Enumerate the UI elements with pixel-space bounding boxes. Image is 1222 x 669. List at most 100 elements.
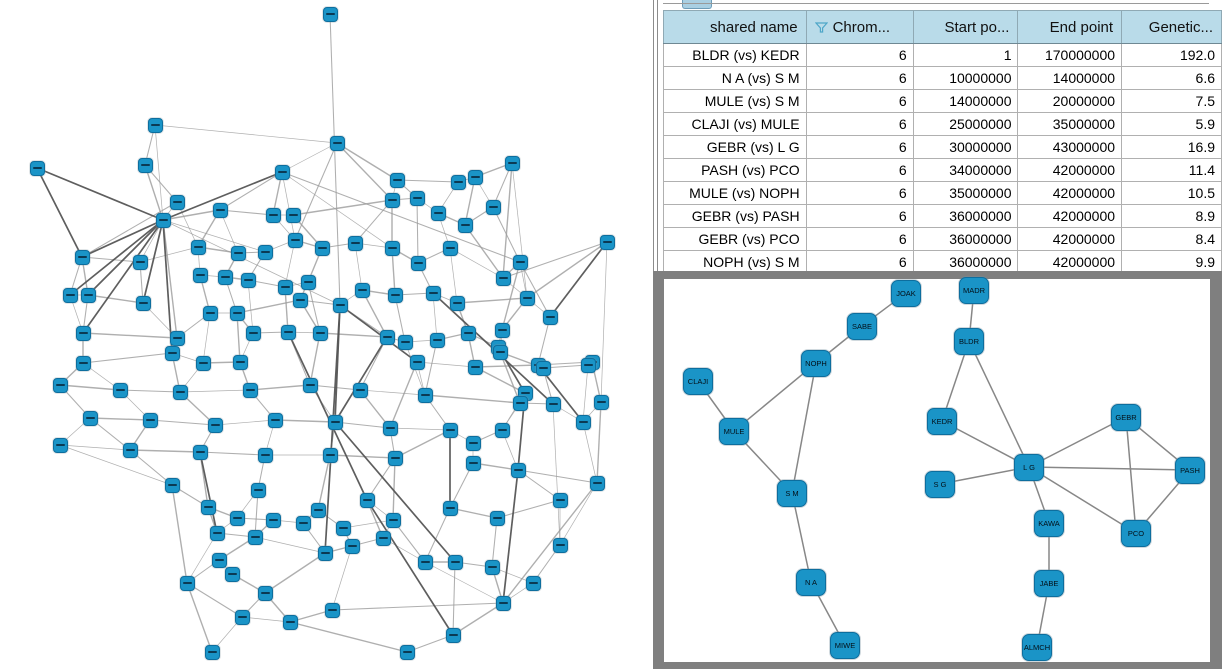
- network-node[interactable]: [169, 330, 185, 346]
- sub-network-node-sabe[interactable]: SABE: [847, 312, 877, 340]
- network-node[interactable]: [465, 455, 481, 471]
- network-node[interactable]: [257, 244, 273, 260]
- network-node[interactable]: [62, 287, 78, 303]
- network-node[interactable]: [112, 382, 128, 398]
- table-row[interactable]: NOPH (vs) S M 6 36000000 42000000 9.9: [663, 250, 1222, 274]
- network-node[interactable]: [382, 420, 398, 436]
- column-header-3[interactable]: End point: [1017, 10, 1123, 44]
- network-node[interactable]: [300, 274, 316, 290]
- network-node[interactable]: [387, 450, 403, 466]
- network-node[interactable]: [52, 437, 68, 453]
- network-node[interactable]: [457, 217, 473, 233]
- network-node[interactable]: [347, 235, 363, 251]
- network-node[interactable]: [495, 270, 511, 286]
- network-node[interactable]: [417, 554, 433, 570]
- sub-network-node-claji[interactable]: CLAJI: [683, 367, 713, 395]
- network-node[interactable]: [247, 529, 263, 545]
- network-node[interactable]: [217, 269, 233, 285]
- network-node[interactable]: [580, 357, 596, 373]
- network-node[interactable]: [593, 394, 609, 410]
- network-node[interactable]: [425, 285, 441, 301]
- network-node[interactable]: [164, 345, 180, 361]
- sub-network-node-gebr[interactable]: GEBR: [1111, 403, 1141, 431]
- sub-network-node-noph[interactable]: NOPH: [801, 349, 831, 377]
- sub-network-node-kawa[interactable]: KAWA: [1034, 509, 1064, 537]
- panel-splitter[interactable]: [653, 0, 654, 272]
- network-node[interactable]: [230, 245, 246, 261]
- network-node[interactable]: [510, 462, 526, 478]
- network-node[interactable]: [282, 614, 298, 630]
- network-node[interactable]: [322, 447, 338, 463]
- network-node[interactable]: [397, 334, 413, 350]
- network-node[interactable]: [169, 194, 185, 210]
- network-node[interactable]: [389, 172, 405, 188]
- network-node[interactable]: [375, 530, 391, 546]
- sub-network-node-pash[interactable]: PASH: [1175, 456, 1205, 484]
- network-node[interactable]: [352, 382, 368, 398]
- sub-network-node-bldr[interactable]: BLDR: [954, 327, 984, 355]
- network-node[interactable]: [409, 190, 425, 206]
- network-node[interactable]: [384, 240, 400, 256]
- network-node[interactable]: [335, 520, 351, 536]
- network-node[interactable]: [409, 354, 425, 370]
- network-node[interactable]: [512, 254, 528, 270]
- network-node[interactable]: [192, 444, 208, 460]
- network-node[interactable]: [447, 554, 463, 570]
- network-node[interactable]: [589, 475, 605, 491]
- network-node[interactable]: [460, 325, 476, 341]
- network-node[interactable]: [429, 332, 445, 348]
- network-node[interactable]: [385, 512, 401, 528]
- network-node[interactable]: [75, 325, 91, 341]
- network-node[interactable]: [155, 212, 171, 228]
- network-node[interactable]: [324, 602, 340, 618]
- network-node[interactable]: [492, 344, 508, 360]
- network-node[interactable]: [317, 545, 333, 561]
- network-node[interactable]: [285, 207, 301, 223]
- network-node[interactable]: [295, 515, 311, 531]
- network-node[interactable]: [512, 395, 528, 411]
- sub-network-node-n-a[interactable]: N A: [796, 568, 826, 596]
- table-row[interactable]: MULE (vs) NOPH 6 35000000 42000000 10.5: [663, 181, 1222, 205]
- network-node[interactable]: [257, 447, 273, 463]
- network-node[interactable]: [212, 202, 228, 218]
- network-node[interactable]: [387, 287, 403, 303]
- network-node[interactable]: [172, 384, 188, 400]
- network-node[interactable]: [229, 305, 245, 321]
- network-node[interactable]: [344, 538, 360, 554]
- network-node[interactable]: [280, 324, 296, 340]
- network-node[interactable]: [245, 325, 261, 341]
- network-node[interactable]: [467, 359, 483, 375]
- network-node[interactable]: [137, 157, 153, 173]
- network-node[interactable]: [310, 502, 326, 518]
- column-header-0[interactable]: shared name: [663, 10, 807, 44]
- network-node[interactable]: [599, 234, 615, 250]
- network-node[interactable]: [494, 422, 510, 438]
- network-node[interactable]: [200, 499, 216, 515]
- network-node[interactable]: [302, 377, 318, 393]
- column-header-4[interactable]: Genetic...: [1121, 10, 1222, 44]
- table-row[interactable]: N A (vs) S M 6 10000000 14000000 6.6: [663, 66, 1222, 90]
- network-node[interactable]: [164, 477, 180, 493]
- sub-network-node-madr[interactable]: MADR: [959, 276, 989, 304]
- network-node[interactable]: [575, 414, 591, 430]
- network-node[interactable]: [135, 295, 151, 311]
- network-node[interactable]: [224, 566, 240, 582]
- network-node[interactable]: [211, 552, 227, 568]
- network-node[interactable]: [190, 239, 206, 255]
- network-node[interactable]: [399, 644, 415, 660]
- network-node[interactable]: [74, 249, 90, 265]
- network-node[interactable]: [265, 207, 281, 223]
- network-node[interactable]: [232, 354, 248, 370]
- filter-funnel-icon[interactable]: [814, 21, 828, 33]
- network-node[interactable]: [489, 510, 505, 526]
- network-node[interactable]: [525, 575, 541, 591]
- network-node[interactable]: [494, 322, 510, 338]
- table-row[interactable]: GEBR (vs) PCO 6 36000000 42000000 8.4: [663, 227, 1222, 251]
- sub-network-node-mule[interactable]: MULE: [719, 417, 749, 445]
- network-node[interactable]: [29, 160, 45, 176]
- network-node[interactable]: [195, 355, 211, 371]
- network-node[interactable]: [142, 412, 158, 428]
- sub-network-node-pco[interactable]: PCO: [1121, 519, 1151, 547]
- network-node[interactable]: [445, 627, 461, 643]
- network-node[interactable]: [417, 387, 433, 403]
